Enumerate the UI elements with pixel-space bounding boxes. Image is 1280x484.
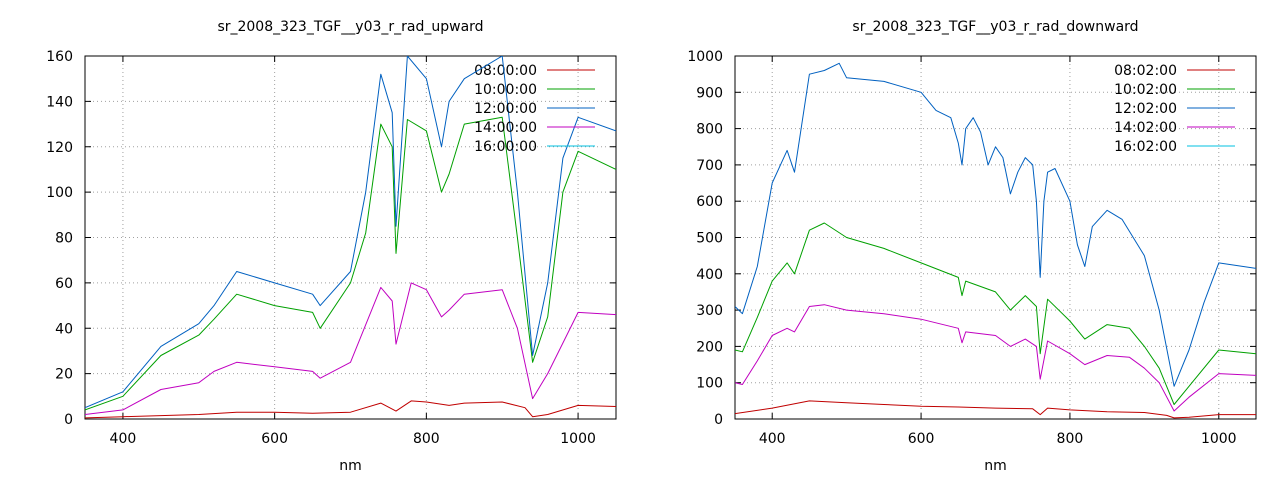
chart-title: sr_2008_323_TGF__y03_r_rad_upward [217, 19, 483, 35]
series-line-120000 [85, 56, 616, 409]
x-tick-label: 1000 [1201, 431, 1237, 447]
x-tick-label: 600 [908, 431, 935, 447]
legend-label: 10:02:00 [1114, 82, 1177, 98]
chart-title: sr_2008_323_TGF__y03_r_rad_downward [852, 19, 1138, 35]
legend-label: 16:02:00 [1114, 139, 1177, 155]
y-tick-label: 20 [55, 367, 73, 383]
y-tick-label: 500 [696, 231, 723, 247]
y-tick-label: 60 [55, 276, 73, 292]
legend-label: 12:00:00 [474, 101, 537, 117]
x-tick-label: 400 [759, 431, 786, 447]
y-tick-label: 160 [46, 49, 73, 65]
legend-label: 14:02:00 [1114, 120, 1177, 136]
series-line-100000 [85, 116, 616, 411]
y-tick-label: 140 [46, 94, 73, 110]
y-tick-label: 100 [696, 376, 723, 392]
y-tick-label: 700 [696, 158, 723, 174]
x-tick-label: 1000 [560, 431, 596, 447]
legend-label: 16:00:00 [474, 139, 537, 155]
x-tick-label: 400 [110, 431, 137, 447]
y-tick-label: 800 [696, 122, 723, 138]
y-tick-label: 300 [696, 303, 723, 319]
chart-panel-2: 400 600 800 1000 0 100 200 300 400 500 600 700 800 90… [687, 19, 1257, 474]
y-tick-label: 120 [46, 140, 73, 156]
legend-label: 14:00:00 [474, 120, 537, 136]
legend-label: 08:02:00 [1114, 63, 1177, 79]
y-tick-label: 100 [46, 185, 73, 201]
y-tick-label: 0 [714, 412, 723, 428]
y-tick-label: 200 [696, 339, 723, 355]
series-line-120200 [735, 62, 1256, 387]
legend-label: 12:02:00 [1114, 101, 1177, 117]
x-tick-label: 600 [261, 431, 288, 447]
chart-panel-1: 400 600 800 1000 0 20 40 60 80 100 120 140 160 sr_200… [46, 19, 617, 474]
series-line-140200 [735, 304, 1256, 412]
y-tick-label: 0 [64, 412, 73, 428]
series-line-140000 [85, 282, 616, 415]
y-tick-label: 400 [696, 267, 723, 283]
y-tick-label: 1000 [687, 49, 723, 65]
x-axis-label: nm [339, 458, 362, 474]
y-tick-label: 40 [55, 321, 73, 337]
series-line-080200 [735, 400, 1256, 419]
y-tick-label: 80 [55, 231, 73, 247]
x-tick-label: 800 [1057, 431, 1084, 447]
legend-label: 08:00:00 [474, 63, 537, 79]
series-line-080000 [85, 400, 616, 419]
y-tick-label: 900 [696, 85, 723, 101]
x-axis-label: nm [984, 458, 1007, 474]
series-line-100200 [735, 222, 1256, 405]
x-tick-label: 800 [413, 431, 440, 447]
y-tick-label: 600 [696, 194, 723, 210]
